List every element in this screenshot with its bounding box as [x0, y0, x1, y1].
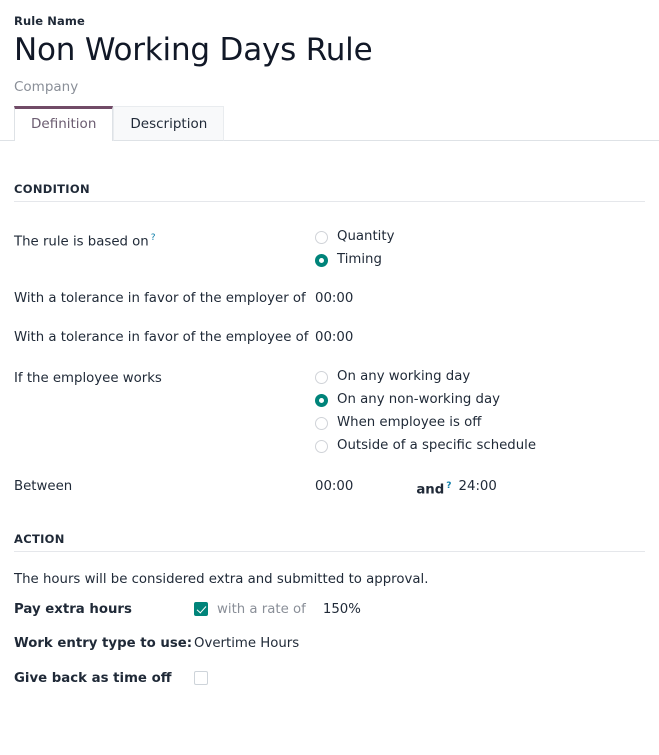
- radio-option-quantity[interactable]: Quantity: [315, 229, 394, 245]
- radio-employee-is-off-label: When employee is off: [337, 415, 482, 430]
- radio-employee-is-off-indicator[interactable]: [315, 416, 328, 430]
- radio-any-working-day-label: On any working day: [337, 369, 471, 384]
- section-title-condition: CONDITION: [14, 182, 645, 202]
- radio-quantity-indicator[interactable]: [315, 230, 328, 244]
- row-tolerance-employee: With a tolerance in favor of the employe…: [14, 328, 645, 346]
- label-rule-based-on: The rule is based on?: [14, 229, 315, 250]
- value-rate[interactable]: 150%: [322, 602, 361, 618]
- radio-timing-label: Timing: [337, 252, 382, 267]
- radio-outside-specific-schedule-label: Outside of a specific schedule: [337, 438, 537, 453]
- radio-option-any-working-day[interactable]: On any working day: [315, 369, 536, 385]
- checkbox-give-back-time-off[interactable]: [194, 671, 208, 686]
- section-title-action: ACTION: [14, 532, 645, 553]
- tab-definition-label: Definition: [31, 116, 97, 132]
- rule-title-input[interactable]: Non Working Days Rule: [14, 32, 373, 68]
- tab-bar: Definition Description: [0, 105, 659, 141]
- tab-description-label: Description: [130, 115, 208, 132]
- tab-description[interactable]: Description: [113, 106, 225, 141]
- radio-option-timing[interactable]: Timing: [315, 252, 394, 268]
- value-work-entry-type[interactable]: Overtime Hours: [194, 636, 300, 652]
- row-employee-works: If the employee works On any working day…: [14, 369, 645, 454]
- radio-any-non-working-day-label: On any non-working day: [337, 392, 501, 407]
- label-employee-works: If the employee works: [14, 371, 162, 386]
- label-give-back-time-off: Give back as time off: [14, 671, 172, 687]
- row-give-back-time-off: Give back as time off: [14, 669, 645, 687]
- tab-definition[interactable]: Definition: [14, 106, 114, 141]
- radio-any-non-working-day-indicator[interactable]: [315, 393, 328, 407]
- help-icon-between[interactable]: ?: [446, 481, 452, 491]
- radio-option-any-non-working-day[interactable]: On any non-working day: [315, 392, 536, 408]
- label-tolerance-employee: With a tolerance in favor of the employe…: [14, 330, 309, 345]
- company-field[interactable]: Company: [14, 79, 79, 95]
- radio-outside-specific-schedule-indicator[interactable]: [315, 439, 328, 453]
- label-rate: with a rate of: [217, 602, 306, 618]
- value-between-from[interactable]: 00:00: [315, 479, 354, 494]
- action-note: The hours will be considered extra and s…: [14, 572, 429, 588]
- rule-name-label: Rule Name: [14, 14, 85, 28]
- radio-any-working-day-indicator[interactable]: [315, 370, 328, 384]
- radio-option-employee-is-off[interactable]: When employee is off: [315, 415, 536, 431]
- checkbox-pay-extra-hours[interactable]: [194, 602, 208, 617]
- label-between-and-text: and: [416, 482, 445, 498]
- label-work-entry-type: Work entry type to use:: [14, 636, 193, 652]
- value-tolerance-employer[interactable]: 00:00: [315, 291, 354, 306]
- label-pay-extra-hours: Pay extra hours: [14, 602, 132, 618]
- row-work-entry-type: Work entry type to use: Overtime Hours: [14, 634, 645, 652]
- radio-quantity-label: Quantity: [337, 229, 395, 244]
- form-header: Rule Name Non Working Days Rule Company: [0, 0, 659, 96]
- radio-group-rule-based-on: Quantity Timing: [315, 229, 394, 268]
- value-tolerance-employee[interactable]: 00:00: [315, 330, 354, 345]
- label-rule-based-on-text: The rule is based on: [14, 234, 149, 250]
- radio-option-outside-specific-schedule[interactable]: Outside of a specific schedule: [315, 438, 536, 454]
- help-icon-rule-based-on[interactable]: ?: [150, 233, 156, 243]
- row-between: Between 00:00 and? 24:00: [14, 477, 645, 498]
- tab-panel-definition: CONDITION The rule is based on? Quantity…: [0, 182, 659, 687]
- label-tolerance-employer: With a tolerance in favor of the employe…: [14, 291, 306, 306]
- row-tolerance-employer: With a tolerance in favor of the employe…: [14, 289, 645, 307]
- label-between-and: and?: [416, 477, 451, 498]
- label-between: Between: [14, 479, 73, 494]
- value-between-to[interactable]: 24:00: [458, 479, 497, 494]
- row-pay-extra-hours: Pay extra hours with a rate of 150%: [14, 600, 645, 618]
- row-rule-based-on: The rule is based on? Quantity Timing: [14, 229, 645, 268]
- radio-timing-indicator[interactable]: [315, 253, 328, 267]
- radio-group-employee-works: On any working day On any non-working da…: [315, 369, 536, 454]
